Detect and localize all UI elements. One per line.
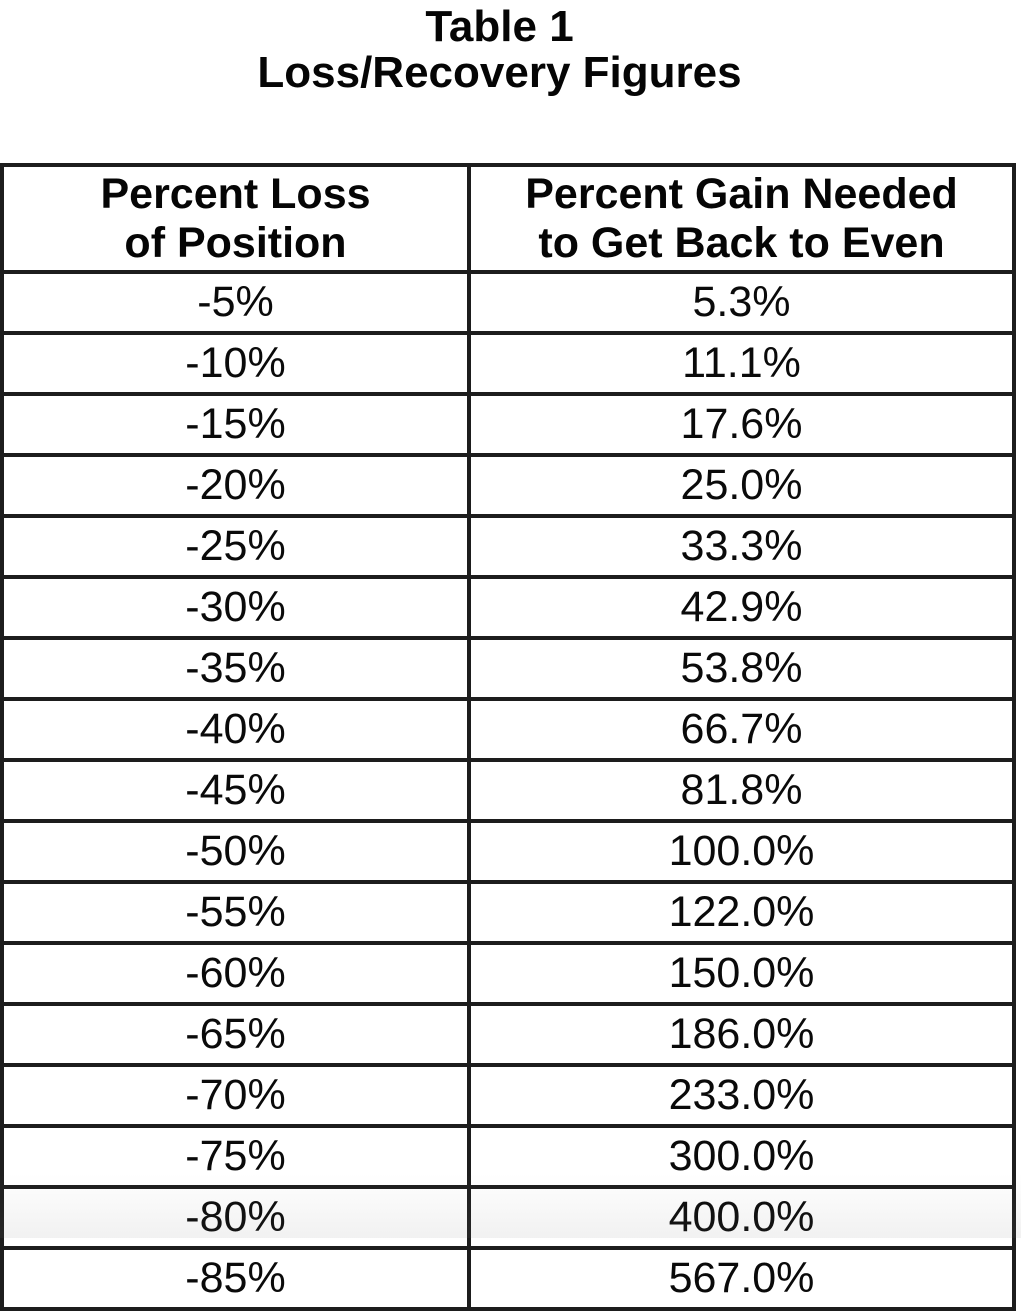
loss-cell: -50% xyxy=(0,819,471,884)
loss-cell: -20% xyxy=(0,453,471,518)
col-header-percent-loss: Percent Loss of Position xyxy=(0,163,471,274)
table-row: -40% 66.7% xyxy=(0,697,1016,762)
gain-cell: 100.0% xyxy=(467,819,1016,884)
loss-cell: -80% xyxy=(0,1185,471,1250)
loss-cell: -60% xyxy=(0,941,471,1006)
loss-cell: -10% xyxy=(0,331,471,396)
gain-cell: 66.7% xyxy=(467,697,1016,762)
loss-cell: -40% xyxy=(0,697,471,762)
table-row: -65% 186.0% xyxy=(0,1002,1016,1067)
table-row: -45% 81.8% xyxy=(0,758,1016,823)
gain-cell: 400.0% xyxy=(467,1185,1016,1250)
table-row: -5% 5.3% xyxy=(0,270,1016,335)
gain-cell: 17.6% xyxy=(467,392,1016,457)
col-header-percent-loss-line1: Percent Loss xyxy=(100,169,371,218)
loss-cell: -25% xyxy=(0,514,471,579)
col-header-percent-gain: Percent Gain Needed to Get Back to Even xyxy=(467,163,1016,274)
loss-cell: -15% xyxy=(0,392,471,457)
gain-cell: 81.8% xyxy=(467,758,1016,823)
loss-cell: -55% xyxy=(0,880,471,945)
table-body: -5% 5.3% -10% 11.1% -15% 17.6% -20% 25.0% -25% 33… xyxy=(0,270,1016,1311)
table-title-line2: Loss/Recovery Figures xyxy=(257,48,742,97)
table-row: -85% 567.0% xyxy=(0,1246,1016,1311)
gain-cell: 186.0% xyxy=(467,1002,1016,1067)
gain-cell: 53.8% xyxy=(467,636,1016,701)
loss-cell: -5% xyxy=(0,270,471,335)
loss-cell: -85% xyxy=(0,1246,471,1311)
loss-cell: -75% xyxy=(0,1124,471,1189)
gain-cell: 233.0% xyxy=(467,1063,1016,1128)
table-row: -35% 53.8% xyxy=(0,636,1016,701)
table-row: -55% 122.0% xyxy=(0,880,1016,945)
gain-cell: 42.9% xyxy=(467,575,1016,640)
loss-cell: -65% xyxy=(0,1002,471,1067)
table-row: -30% 42.9% xyxy=(0,575,1016,640)
loss-cell: -35% xyxy=(0,636,471,701)
table-row: -20% 25.0% xyxy=(0,453,1016,518)
gain-cell: 567.0% xyxy=(467,1246,1016,1311)
col-header-percent-gain-line1: Percent Gain Needed xyxy=(525,169,958,218)
table-row: -80% 400.0% xyxy=(0,1185,1016,1250)
gain-cell: 5.3% xyxy=(467,270,1016,335)
header-row: Percent Loss of Position Percent Gain Ne… xyxy=(0,163,1016,274)
loss-cell: -70% xyxy=(0,1063,471,1128)
table-row: -75% 300.0% xyxy=(0,1124,1016,1189)
gain-cell: 150.0% xyxy=(467,941,1016,1006)
table-row: -15% 17.6% xyxy=(0,392,1016,457)
gain-cell: 11.1% xyxy=(467,331,1016,396)
table-row: -50% 100.0% xyxy=(0,819,1016,884)
gain-cell: 33.3% xyxy=(467,514,1016,579)
table-row: -10% 11.1% xyxy=(0,331,1016,396)
gain-cell: 25.0% xyxy=(467,453,1016,518)
gain-cell: 122.0% xyxy=(467,880,1016,945)
table-row: -25% 33.3% xyxy=(0,514,1016,579)
loss-recovery-table: Percent Loss of Position Percent Gain Ne… xyxy=(0,163,1016,1311)
loss-cell: -45% xyxy=(0,758,471,823)
loss-cell: -30% xyxy=(0,575,471,640)
table-title: Table 1 Loss/Recovery Figures xyxy=(0,4,1021,96)
table-row: -70% 233.0% xyxy=(0,1063,1016,1128)
col-header-percent-loss-line2: of Position xyxy=(124,218,347,267)
table-title-line1: Table 1 xyxy=(425,2,574,51)
table-row: -60% 150.0% xyxy=(0,941,1016,1006)
gain-cell: 300.0% xyxy=(467,1124,1016,1189)
col-header-percent-gain-line2: to Get Back to Even xyxy=(538,218,945,267)
